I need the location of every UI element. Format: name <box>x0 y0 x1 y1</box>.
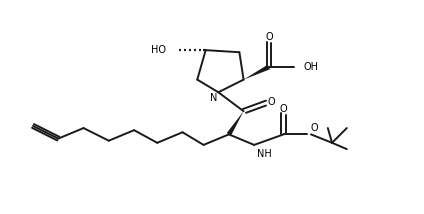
Text: O: O <box>280 104 287 114</box>
Text: N: N <box>210 93 217 103</box>
Text: O: O <box>310 123 318 133</box>
Text: NH: NH <box>257 149 272 159</box>
Text: HO: HO <box>151 45 166 55</box>
Polygon shape <box>244 65 270 80</box>
Text: O: O <box>267 97 275 107</box>
Polygon shape <box>227 111 244 136</box>
Text: OH: OH <box>304 62 318 72</box>
Text: O: O <box>265 33 273 43</box>
